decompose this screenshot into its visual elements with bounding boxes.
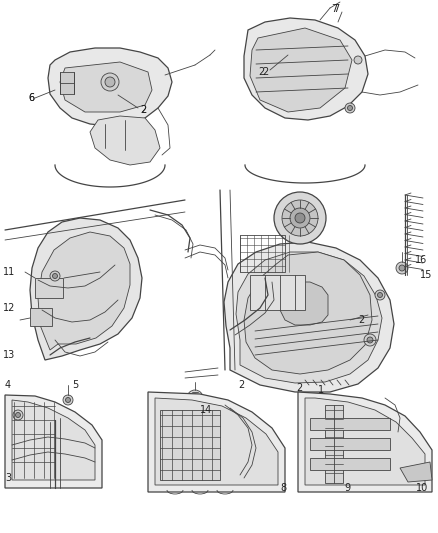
Text: 15: 15 [420, 270, 432, 280]
Ellipse shape [290, 208, 310, 228]
Text: 2: 2 [262, 67, 268, 77]
Text: 11: 11 [3, 267, 15, 277]
Text: 6: 6 [28, 93, 34, 103]
Bar [250, 275, 305, 310]
Text: 4: 4 [5, 380, 11, 390]
Text: 2: 2 [258, 67, 264, 77]
Bar [310, 418, 390, 430]
Polygon shape [305, 398, 425, 485]
Polygon shape [400, 462, 432, 482]
Bar [240, 235, 285, 272]
Bar [30, 308, 52, 326]
Ellipse shape [399, 265, 405, 271]
Text: 5: 5 [72, 380, 78, 390]
Text: 1: 1 [318, 385, 324, 395]
Polygon shape [224, 242, 394, 392]
Polygon shape [280, 282, 328, 325]
Text: 2: 2 [140, 105, 146, 115]
Text: 2: 2 [296, 383, 302, 393]
Polygon shape [244, 18, 368, 120]
Ellipse shape [13, 410, 23, 420]
Text: 6: 6 [28, 93, 34, 103]
Ellipse shape [66, 398, 71, 402]
Text: 2: 2 [358, 315, 364, 325]
Ellipse shape [282, 200, 318, 236]
Ellipse shape [15, 413, 21, 417]
Ellipse shape [375, 290, 385, 300]
Polygon shape [5, 395, 102, 488]
Bar [310, 438, 390, 450]
Bar [60, 72, 74, 94]
Polygon shape [90, 116, 160, 165]
Ellipse shape [396, 262, 408, 274]
Ellipse shape [347, 106, 353, 110]
Text: 12: 12 [3, 303, 15, 313]
Text: 7: 7 [333, 4, 339, 14]
Bar [310, 458, 390, 470]
Polygon shape [250, 28, 352, 112]
Ellipse shape [378, 293, 382, 297]
Bar [35, 278, 63, 298]
Polygon shape [236, 252, 382, 383]
Text: 3: 3 [5, 473, 11, 483]
Text: 16: 16 [415, 255, 427, 265]
Polygon shape [60, 62, 152, 112]
Polygon shape [244, 252, 372, 374]
Ellipse shape [191, 394, 199, 402]
Ellipse shape [101, 73, 119, 91]
Bar [325, 405, 343, 483]
Text: 2: 2 [140, 105, 146, 115]
Text: 2: 2 [238, 380, 244, 390]
Polygon shape [30, 218, 142, 360]
Polygon shape [38, 232, 130, 350]
Polygon shape [155, 398, 278, 485]
Ellipse shape [354, 56, 362, 64]
Text: 14: 14 [200, 405, 212, 415]
Text: 10: 10 [416, 483, 428, 493]
Polygon shape [298, 392, 432, 492]
Text: 8: 8 [280, 483, 286, 493]
Ellipse shape [364, 334, 376, 346]
Bar [160, 410, 220, 480]
Ellipse shape [274, 192, 326, 244]
Polygon shape [148, 392, 285, 492]
Ellipse shape [50, 271, 60, 281]
Ellipse shape [345, 103, 355, 113]
Ellipse shape [295, 213, 305, 223]
Ellipse shape [53, 273, 57, 279]
Text: 7: 7 [331, 4, 337, 14]
Ellipse shape [367, 337, 373, 343]
Ellipse shape [105, 77, 115, 87]
Text: 13: 13 [3, 350, 15, 360]
Polygon shape [48, 48, 172, 126]
Ellipse shape [187, 390, 203, 406]
Text: 9: 9 [344, 483, 350, 493]
Ellipse shape [63, 395, 73, 405]
Polygon shape [12, 400, 95, 480]
